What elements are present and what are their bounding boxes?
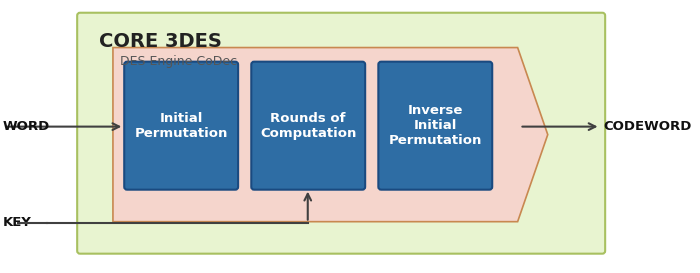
Text: KEY: KEY	[3, 216, 31, 229]
FancyBboxPatch shape	[251, 62, 365, 190]
Text: CODEWORD: CODEWORD	[603, 120, 692, 133]
FancyBboxPatch shape	[124, 62, 238, 190]
FancyBboxPatch shape	[77, 13, 606, 254]
FancyBboxPatch shape	[378, 62, 492, 190]
Polygon shape	[113, 48, 547, 222]
Text: Initial
Permutation: Initial Permutation	[134, 112, 228, 140]
Text: WORD: WORD	[3, 120, 50, 133]
Text: CORE 3DES: CORE 3DES	[99, 32, 222, 51]
Text: DES Engine CoDec: DES Engine CoDec	[120, 55, 237, 68]
Text: Rounds of
Computation: Rounds of Computation	[260, 112, 356, 140]
Text: Inverse
Initial
Permutation: Inverse Initial Permutation	[389, 104, 482, 147]
